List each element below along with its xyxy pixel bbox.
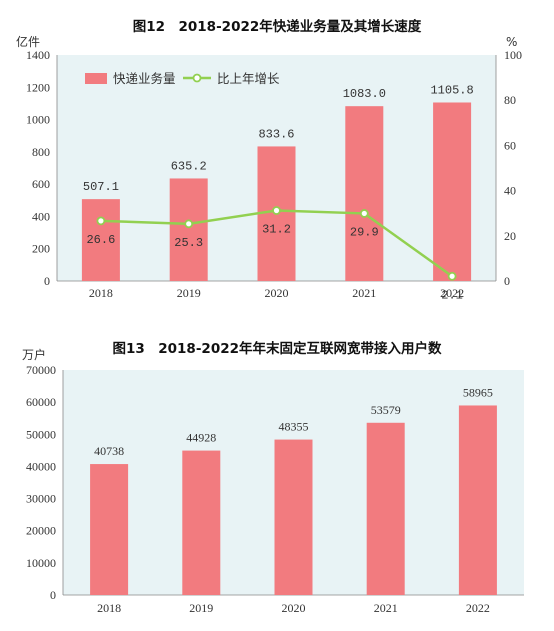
y-right-tick-label: 20 — [504, 229, 516, 243]
growth-rate-label: 26.6 — [86, 233, 115, 247]
bar-value-label: 44928 — [186, 431, 216, 445]
y-left-tick-label: 1000 — [26, 113, 50, 127]
x-tick-label: 2022 — [440, 286, 464, 300]
y-left-tick-label: 400 — [32, 209, 50, 223]
y-tick-label: 70000 — [26, 363, 56, 377]
bar-express-volume — [433, 102, 472, 282]
y-left-tick-label: 1200 — [26, 80, 50, 94]
growth-rate-label: 25.3 — [174, 236, 203, 250]
bar-broadband-users — [458, 405, 497, 595]
growth-rate-point — [359, 209, 369, 218]
bar-value-label: 507.1 — [83, 180, 119, 194]
right-unit-label: % — [506, 35, 517, 49]
x-tick-label: 2018 — [97, 601, 121, 615]
bar-broadband-users — [274, 439, 313, 595]
x-tick-label: 2022 — [466, 601, 490, 615]
bar-value-label: 53579 — [371, 403, 401, 417]
bar-express-volume — [345, 106, 384, 282]
y-right-tick-label: 40 — [504, 184, 516, 198]
bar-value-label: 48355 — [279, 420, 309, 434]
x-tick-label: 2020 — [282, 601, 306, 615]
y-left-tick-label: 1400 — [26, 48, 50, 62]
y-right-tick-label: 100 — [504, 48, 522, 62]
y-tick-label: 20000 — [26, 524, 56, 538]
x-tick-label: 2020 — [265, 286, 289, 300]
y-right-tick-label: 60 — [504, 138, 516, 152]
growth-rate-point — [447, 271, 457, 281]
x-tick-label: 2021 — [352, 286, 376, 300]
growth-rate-label: 2.1 — [441, 288, 463, 302]
x-tick-label: 2018 — [89, 286, 113, 300]
left-unit-label: 亿件 — [16, 34, 40, 49]
legend-line-marker — [192, 73, 202, 83]
y-left-tick-label: 0 — [44, 274, 50, 288]
y-tick-label: 50000 — [26, 427, 56, 441]
x-tick-label: 2019 — [177, 286, 201, 300]
y-left-tick-label: 800 — [32, 145, 50, 159]
y-tick-label: 30000 — [26, 492, 56, 506]
bar-express-volume — [81, 199, 120, 281]
bar-value-label: 58965 — [463, 385, 493, 399]
chart2-svg: 万户 0 10000 20000 30000 40000 50000 60000 70000 40… — [22, 347, 524, 615]
y-left-tick-label: 200 — [32, 242, 50, 256]
legend-line-label: 比上年增长 — [217, 71, 280, 86]
bar-broadband-users — [182, 450, 221, 595]
legend-bar-swatch — [85, 73, 107, 84]
growth-rate-point — [272, 206, 281, 215]
y-left-tick-label: 600 — [32, 177, 50, 191]
bar-value-label: 635.2 — [171, 159, 207, 173]
growth-rate-label: 31.2 — [262, 222, 291, 236]
chart1-title: 图12 2018-2022年快递业务量及其增长速度 — [132, 19, 422, 35]
chart1-svg: 亿件 % 0 200 400 600 800 1000 1200 1400 0 20 40 60 80 100… — [16, 34, 522, 302]
y-tick-label: 10000 — [26, 556, 56, 570]
growth-rate-point — [96, 216, 106, 226]
y-right-tick-label: 80 — [504, 93, 516, 107]
y-tick-label: 60000 — [26, 395, 56, 409]
left-unit-label: 万户 — [22, 347, 46, 362]
bar-value-label: 40738 — [94, 444, 124, 458]
bar-value-label: 833.6 — [258, 127, 294, 141]
y-tick-label: 0 — [50, 588, 56, 602]
growth-rate-point — [184, 219, 194, 229]
bar-express-volume — [169, 178, 208, 281]
chart2-title: 图13 2018-2022年年末固定互联网宽带接入用户数 — [112, 341, 442, 357]
growth-rate-label: 29.9 — [350, 225, 379, 239]
legend-bar-label: 快递业务量 — [113, 71, 176, 86]
bar-value-label: 1105.8 — [430, 83, 473, 97]
x-tick-label: 2019 — [189, 601, 213, 615]
bar-broadband-users — [366, 422, 405, 595]
bar-value-label: 1083.0 — [343, 87, 386, 101]
y-tick-label: 40000 — [26, 459, 56, 473]
y-right-tick-label: 0 — [504, 274, 510, 288]
x-tick-label: 2021 — [374, 601, 398, 615]
bar-broadband-users — [90, 464, 129, 595]
